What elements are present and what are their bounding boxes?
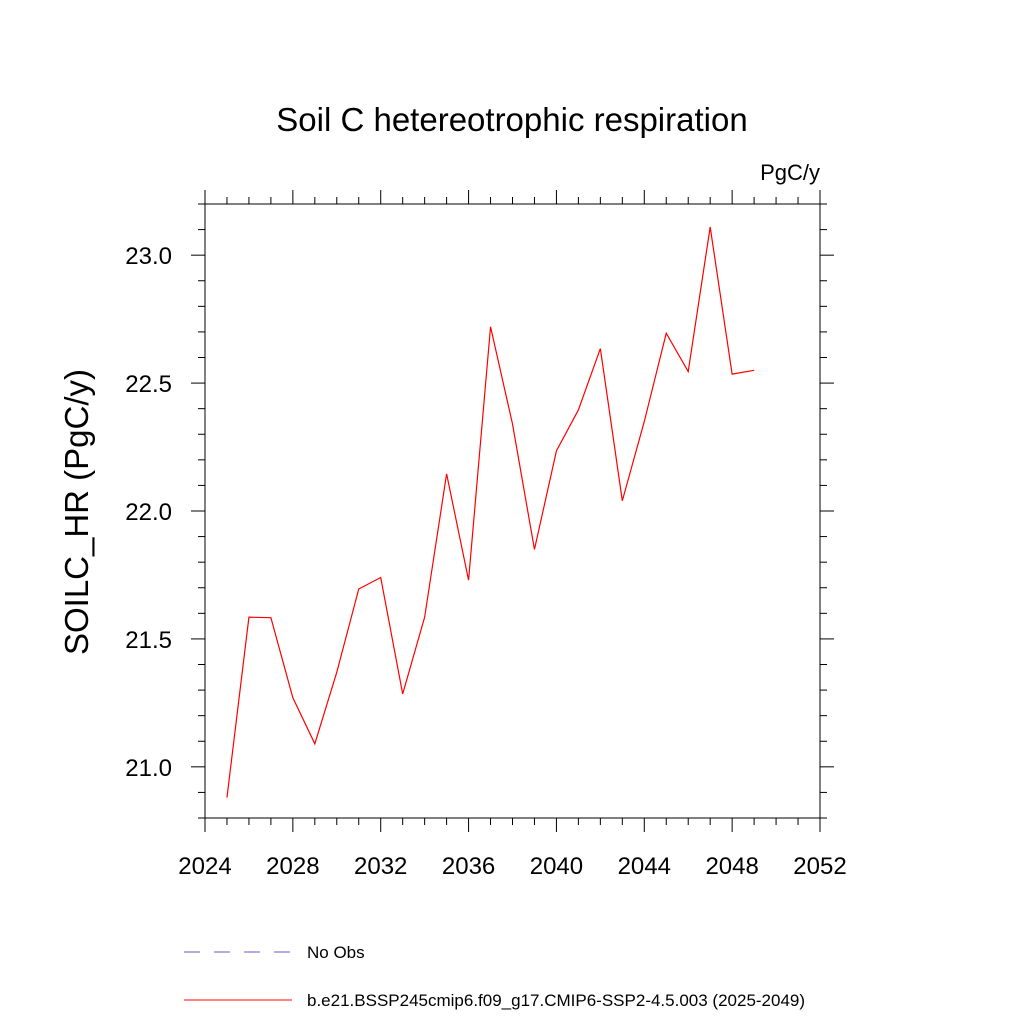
x-tick-label: 2044 (618, 853, 671, 880)
legend: No Obs b.e21.BSSP245cmip6.f09_g17.CMIP6-S… (184, 943, 805, 1010)
chart-title: Soil C hetereotrophic respiration (276, 101, 747, 138)
x-tick-label: 2024 (178, 853, 231, 880)
x-tick-label: 2032 (354, 853, 407, 880)
x-tick-label: 2036 (442, 853, 495, 880)
y-tick-label: 23.0 (125, 243, 172, 270)
x-tick-label: 2048 (705, 853, 758, 880)
y-tick-label: 21.0 (125, 755, 172, 782)
series-line-0 (226, 226, 755, 798)
y-tick-label: 21.5 (125, 627, 172, 654)
y-tick-label: 22.0 (125, 499, 172, 526)
x-tick-label: 2028 (266, 853, 319, 880)
axis-tick-labels: 2024 2028 2032 2036 2040 2044 2048 2052 21.0 21.5… (125, 243, 846, 880)
y-axis-label: SOILC_HR (PgC/y) (58, 369, 95, 655)
x-tick-label: 2040 (530, 853, 583, 880)
legend-label-0: No Obs (307, 943, 365, 962)
legend-label-1: b.e21.BSSP245cmip6.f09_g17.CMIP6-SSP2-4.… (307, 991, 805, 1010)
series-layer (226, 226, 755, 798)
axis-ticks (191, 190, 834, 832)
plot-frame (204, 203, 821, 819)
y-tick-label: 22.5 (125, 371, 172, 398)
x-tick-label: 2052 (793, 853, 846, 880)
units-label: PgC/y (760, 160, 820, 185)
